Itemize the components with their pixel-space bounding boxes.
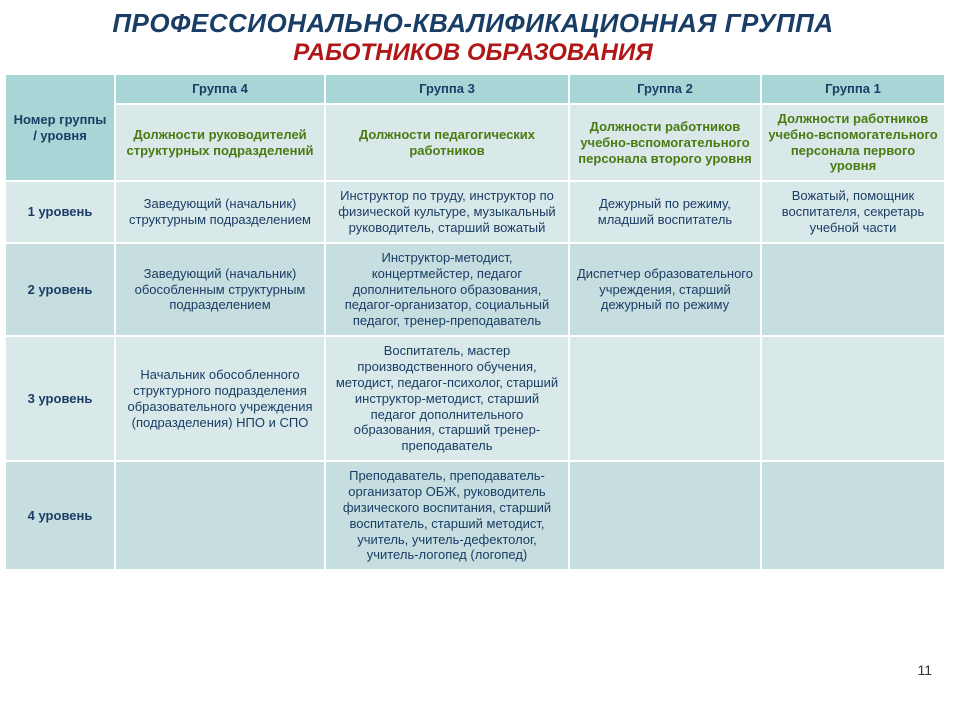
cell: Заведующий (начальник) обособленным стру… (115, 243, 325, 336)
group-desc-1: Должности работников учебно-вспомогатель… (761, 104, 945, 181)
group-desc-2: Должности работников учебно-вспомогатель… (569, 104, 761, 181)
row-label: 3 уровень (5, 336, 115, 461)
cell (761, 461, 945, 570)
cell (761, 243, 945, 336)
header-row-descriptions: Должности руководителей структурных подр… (5, 104, 945, 181)
cell: Вожатый, помощник воспитателя, секретарь… (761, 181, 945, 243)
cell (115, 461, 325, 570)
cell (761, 336, 945, 461)
row-label: 2 уровень (5, 243, 115, 336)
row-label: 1 уровень (5, 181, 115, 243)
cell: Инструктор по труду, инструктор по физич… (325, 181, 569, 243)
row-label: 4 уровень (5, 461, 115, 570)
slide: ПРОФЕССИОНАЛЬНО-КВАЛИФИКАЦИОННАЯ ГРУППА … (0, 0, 960, 720)
group-header-1: Группа 1 (761, 74, 945, 104)
corner-label: Номер группы / уровня (5, 74, 115, 181)
cell (569, 461, 761, 570)
cell: Диспетчер образовательного учреждения, с… (569, 243, 761, 336)
group-desc-4: Должности руководителей структурных подр… (115, 104, 325, 181)
cell: Преподаватель, преподаватель-организатор… (325, 461, 569, 570)
cell: Начальник обособленного структурного под… (115, 336, 325, 461)
qualification-table: Номер группы / уровня Группа 4 Группа 3 … (4, 73, 946, 571)
page-number: 11 (917, 662, 932, 678)
cell: Дежурный по режиму, младший воспитатель (569, 181, 761, 243)
table-row: 3 уровень Начальник обособленного структ… (5, 336, 945, 461)
table-row: 4 уровень Преподаватель, преподаватель-о… (5, 461, 945, 570)
group-header-4: Группа 4 (115, 74, 325, 104)
group-desc-3: Должности педагогических работников (325, 104, 569, 181)
cell (569, 336, 761, 461)
table-row: 2 уровень Заведующий (начальник) обособл… (5, 243, 945, 336)
group-header-3: Группа 3 (325, 74, 569, 104)
cell: Заведующий (начальник) структурным подра… (115, 181, 325, 243)
group-header-2: Группа 2 (569, 74, 761, 104)
table-row: 1 уровень Заведующий (начальник) структу… (5, 181, 945, 243)
title-main: ПРОФЕССИОНАЛЬНО-КВАЛИФИКАЦИОННАЯ ГРУППА (4, 8, 942, 39)
header-row-groups: Номер группы / уровня Группа 4 Группа 3 … (5, 74, 945, 104)
title-sub: РАБОТНИКОВ ОБРАЗОВАНИЯ (4, 39, 942, 67)
cell: Инструктор-методист, концертмейстер, пед… (325, 243, 569, 336)
cell: Воспитатель, мастер производственного об… (325, 336, 569, 461)
